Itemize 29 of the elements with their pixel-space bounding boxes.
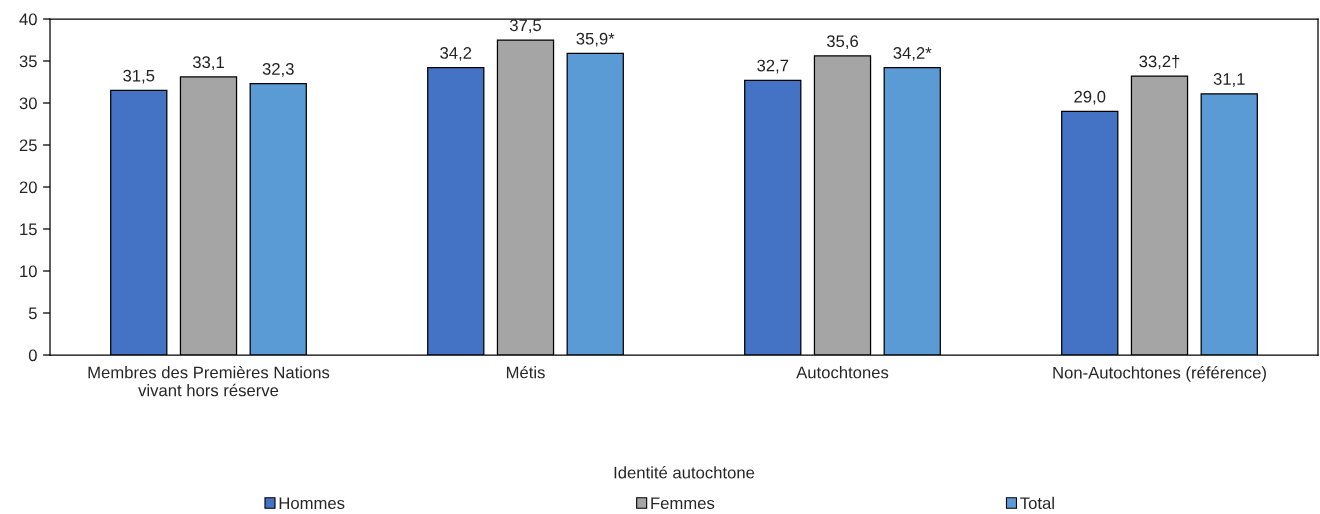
data-label: 33,2† xyxy=(1139,55,1180,70)
y-tick-label: 20 xyxy=(19,181,37,194)
y-tick-label: 15 xyxy=(20,223,37,236)
legend-label: Hommes xyxy=(279,497,345,510)
data-label: 35,9* xyxy=(576,32,615,47)
data-label: 34,2 xyxy=(440,47,472,61)
legend-label: Total xyxy=(1020,496,1054,510)
data-label: 33,1 xyxy=(192,56,224,71)
data-label: 37,5 xyxy=(509,19,542,34)
y-tick-label: 10 xyxy=(20,265,37,278)
y-tick-label: 40 xyxy=(19,13,37,26)
y-tick-label: 0 xyxy=(28,349,37,362)
data-label: 31,1 xyxy=(1213,73,1245,87)
x-axis-title: Identité autochtone xyxy=(614,466,755,479)
data-label: 35,6 xyxy=(826,35,858,50)
data-label: 32,3 xyxy=(262,63,294,77)
data-label: 29,0 xyxy=(1074,90,1106,105)
data-label: 32,7 xyxy=(757,59,789,74)
legend-label: Femmes xyxy=(651,497,715,510)
x-tick-label: Autochtones xyxy=(796,366,889,379)
data-label: 34,2* xyxy=(893,47,932,61)
y-tick-label: 30 xyxy=(19,97,37,110)
y-tick-label: 5 xyxy=(28,307,37,320)
data-label: 31,5 xyxy=(123,69,155,84)
x-tick-label: Non-Autochtones (référence) xyxy=(1053,366,1266,382)
x-tick-label: Métis xyxy=(506,365,545,379)
y-tick-label: 25 xyxy=(19,139,37,152)
x-tick-label: Membres des Premières Nations vivant hors réserve xyxy=(88,365,330,397)
y-tick-label: 35 xyxy=(19,55,37,68)
